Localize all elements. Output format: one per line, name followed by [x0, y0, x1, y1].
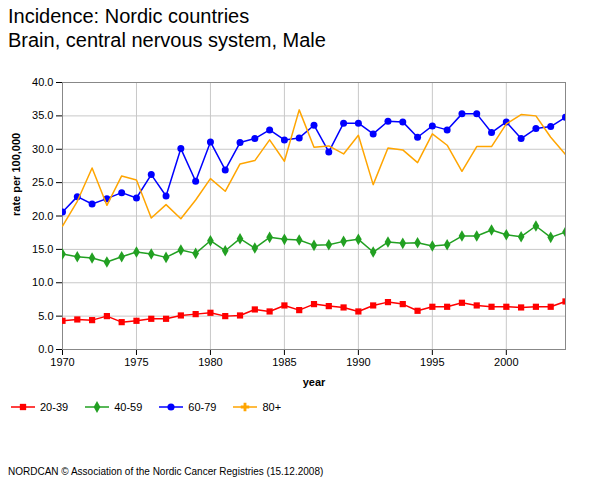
svg-text:5.0: 5.0: [38, 310, 53, 322]
html-text:40-59: 40-59: [114, 401, 143, 413]
svg-text:10.0: 10.0: [32, 276, 53, 288]
svg-text:1995: 1995: [420, 356, 444, 368]
html-text:Brain, central nervous system,: Brain, central nervous system, Male: [8, 29, 326, 51]
html-text:20-39: 20-39: [40, 401, 69, 413]
html-text:80+: 80+: [262, 401, 282, 413]
svg-text:0.0: 0.0: [38, 343, 53, 355]
svg-text:1980: 1980: [198, 356, 222, 368]
svg-text:rate per 100,000: rate per 100,000: [10, 133, 22, 216]
html-text:60-79: 60-79: [188, 401, 217, 413]
svg-text:20.0: 20.0: [32, 210, 53, 222]
html-text:Incidence: Nordic countries: Incidence: Nordic countries: [8, 5, 250, 27]
svg-text:1985: 1985: [272, 356, 296, 368]
svg-text:35.0: 35.0: [32, 109, 53, 121]
html-text:NORDCAN © Association of the N: NORDCAN © Association of the Nordic Canc…: [8, 466, 324, 477]
svg-text:40.0: 40.0: [32, 76, 53, 88]
svg-text:1970: 1970: [50, 356, 74, 368]
svg-text:15.0: 15.0: [32, 243, 53, 255]
svg-text:year: year: [303, 376, 326, 388]
svg-text:1990: 1990: [346, 356, 370, 368]
svg-text:2000: 2000: [494, 356, 518, 368]
svg-text:30.0: 30.0: [32, 143, 53, 155]
svg-text:1975: 1975: [124, 356, 148, 368]
svg-text:25.0: 25.0: [32, 176, 53, 188]
